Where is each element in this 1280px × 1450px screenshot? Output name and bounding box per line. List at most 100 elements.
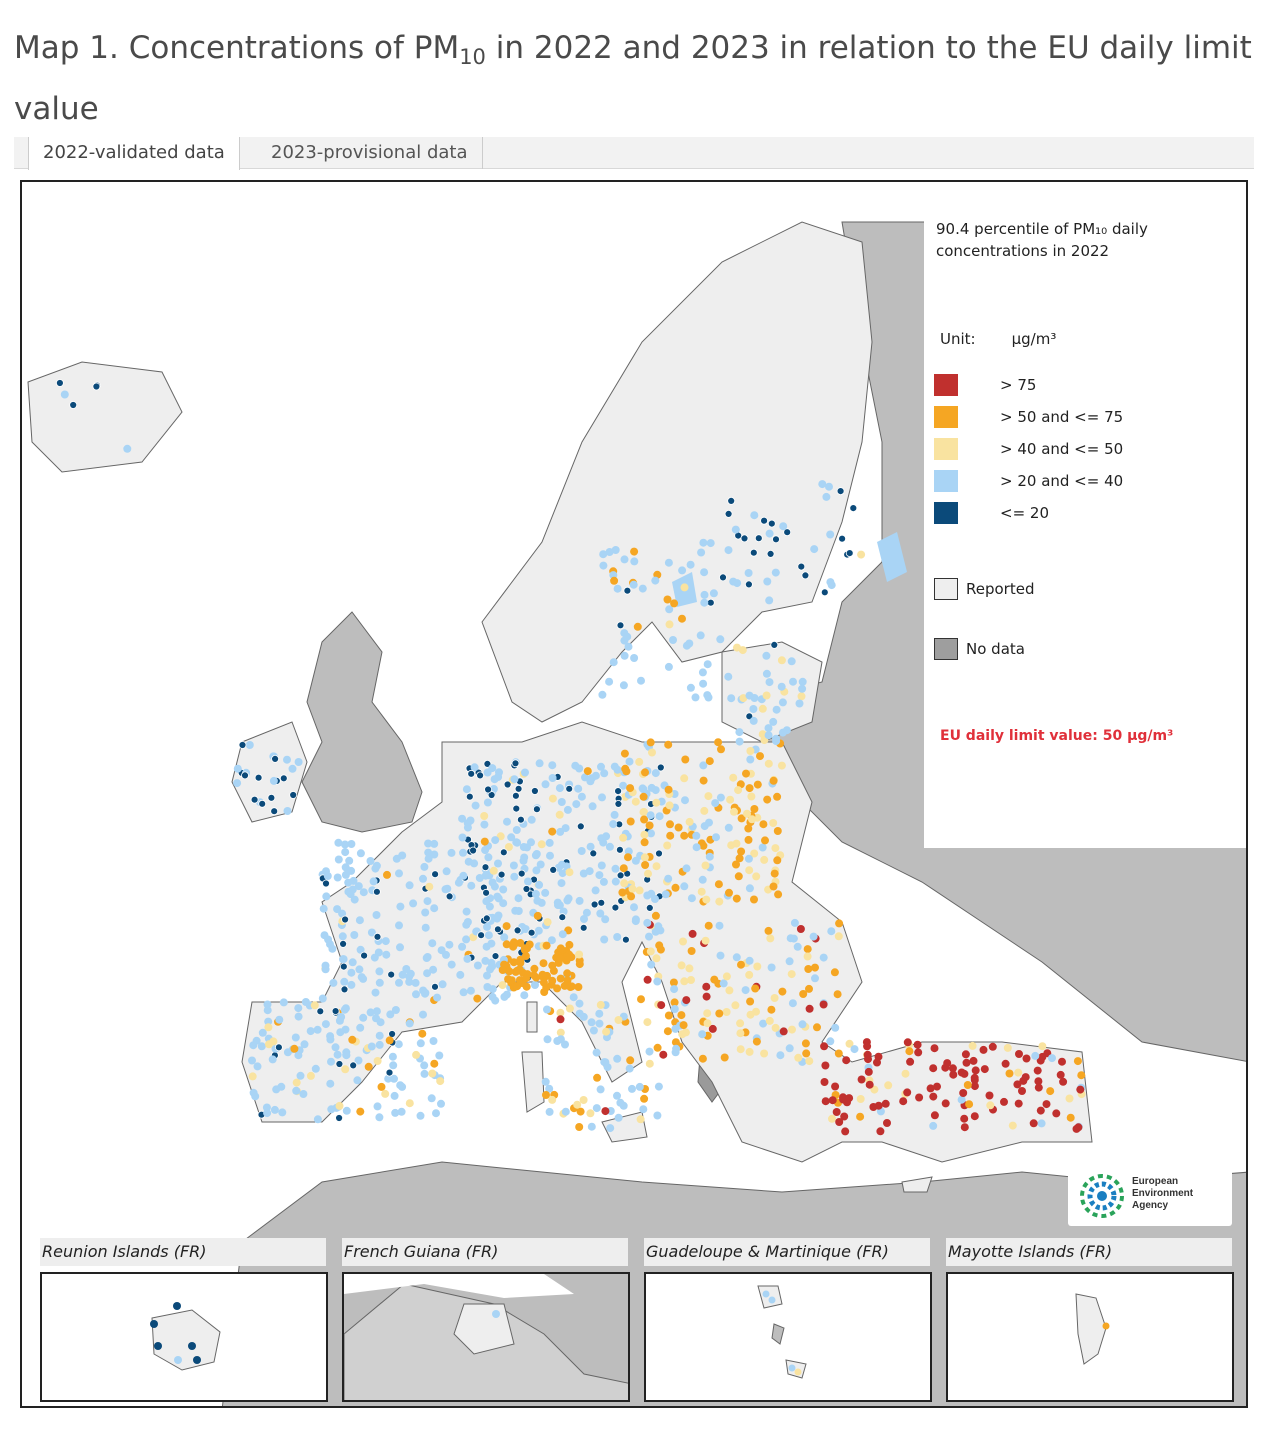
station-point [336,1028,345,1037]
station-point [597,898,606,907]
station-point [1076,1085,1085,1094]
station-point [959,1089,968,1097]
station-point [437,1099,445,1108]
inset-label-mayotte: Mayotte Islands (FR) [946,1238,1232,1266]
station-point [347,840,356,848]
station-point [613,933,622,941]
station-point [834,1049,843,1058]
station-point [1000,1097,1008,1106]
station-point [699,761,708,770]
station-point [395,978,403,987]
station-point [511,791,520,800]
station-point [499,848,508,857]
station-point [598,793,606,802]
station-point [914,1048,923,1057]
station-point [271,755,280,763]
station-point [306,1071,315,1080]
station-point [364,1062,373,1071]
station-point [717,745,725,754]
station-point [630,654,639,662]
station-point [339,955,348,964]
station-point [530,964,539,973]
station-point [671,1038,680,1047]
station-point [596,1000,605,1009]
station-point [639,808,648,816]
station-point [389,1061,398,1070]
station-point [333,905,342,914]
station-point [633,622,642,631]
station-point [241,771,249,780]
station-point [609,658,618,667]
station-point [805,984,813,993]
station-point [698,668,707,677]
station-point [416,1111,425,1120]
station-point [712,833,720,842]
station-point [795,699,804,708]
station-point [428,939,437,948]
station-point [600,769,609,778]
station-point [598,690,607,699]
station-point [731,525,740,534]
inset-map-reunion[interactable] [40,1272,328,1402]
legend-label-40-50: > 40 and <= 50 [1000,440,1124,458]
station-point [1058,1057,1066,1066]
station-point [292,1078,301,1087]
eea-logo-line2: Environment [1132,1188,1194,1199]
station-point [341,915,350,924]
station-point [603,1063,612,1072]
station-point [532,850,541,858]
station-point [514,907,523,915]
station-point [424,854,433,863]
station-point [611,877,620,886]
station-point [412,1050,421,1059]
station-point [521,768,529,777]
station-point [653,1111,662,1120]
station-point [777,656,786,665]
station-point [1005,1069,1014,1078]
station-point [746,997,755,1006]
station-point [671,883,680,892]
station-point [431,982,439,991]
station-point [359,888,368,897]
station-point [645,904,654,912]
station-point [348,1035,357,1044]
station-point [703,1019,712,1028]
station-point [819,1000,828,1009]
station-point [685,639,694,648]
station-point [291,1033,300,1042]
station-point [349,876,358,885]
station-point [609,820,618,829]
station-point [483,798,492,807]
station-point [850,1045,859,1054]
station-point [703,660,712,669]
station-point [611,903,620,912]
title-suffix: in 2022 and 2023 in relation to the EU d… [14,30,1252,127]
station-point [637,995,645,1004]
station-point [356,1107,365,1116]
tab-2023-provisional[interactable]: 2023-provisional data [257,137,483,169]
inset-map-french-guiana[interactable] [342,1272,630,1402]
station-point [856,1095,865,1103]
station-point [513,982,522,991]
inset-map-guadeloupe-martinique[interactable] [644,1272,932,1402]
station-point [842,1056,851,1065]
station-point [549,966,558,975]
station-point [539,959,548,968]
station-point [423,953,432,961]
map-frame[interactable]: 90.4 percentile of PM₁₀ daily concentrat… [20,180,1248,1408]
station-point [374,948,383,957]
station-point [531,981,539,989]
station-point [458,942,467,951]
inset-map-mayotte[interactable] [946,1272,1234,1402]
station-point [589,1026,598,1035]
station-point [758,843,767,852]
station-point [756,752,764,761]
station-point [331,1007,340,1015]
station-point [1077,1071,1086,1080]
tab-2022-validated[interactable]: 2022-validated data [28,137,240,170]
station-point [354,882,363,891]
station-point [702,992,711,1001]
station-point [375,978,384,987]
station-point [841,1127,850,1136]
station-point [482,897,491,906]
